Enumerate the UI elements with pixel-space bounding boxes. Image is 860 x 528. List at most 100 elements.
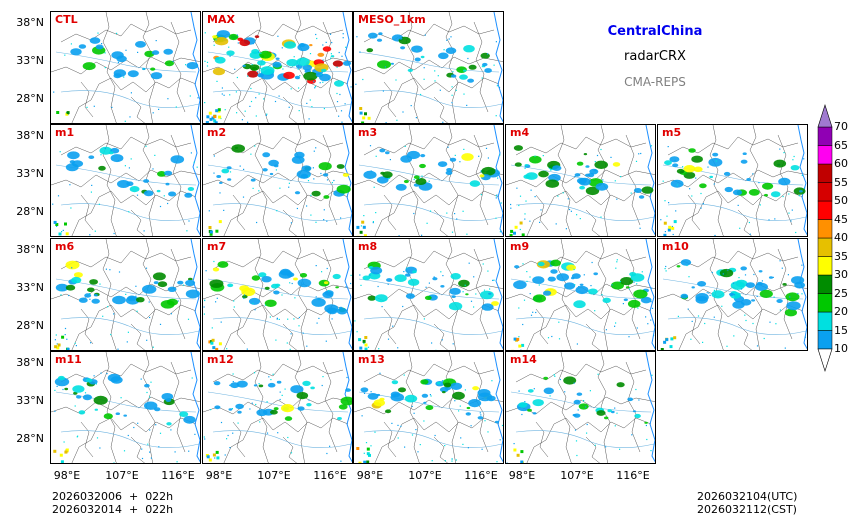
province-border	[363, 363, 495, 383]
echo-dot	[252, 43, 254, 45]
echo-cell	[213, 115, 217, 119]
echo-dot	[251, 63, 253, 66]
echo-dot	[645, 316, 647, 318]
echo-cell	[585, 186, 600, 196]
echo-dot	[686, 264, 688, 267]
echo-dot	[309, 53, 312, 55]
radar-map	[506, 352, 655, 463]
echo-cell	[273, 407, 279, 411]
echo-cell	[670, 179, 684, 188]
echo-cell	[556, 273, 569, 282]
echo-dot	[650, 301, 652, 303]
echo-cell	[669, 156, 680, 163]
echo-dot	[279, 391, 281, 393]
echo-dot	[298, 87, 300, 89]
echo-dot	[501, 424, 503, 427]
echo-cell	[291, 155, 305, 164]
colorbar-level-label: 55	[834, 175, 848, 189]
colorbar-segment	[817, 330, 833, 350]
echo-cell	[550, 269, 558, 274]
colorbar-segment	[817, 311, 833, 331]
echo-cell	[469, 180, 481, 187]
province-border	[515, 363, 647, 383]
echo-cell	[519, 221, 523, 225]
echo-dot	[518, 390, 520, 392]
echo-dot	[651, 287, 653, 289]
echo-dot	[506, 462, 508, 463]
echo-dot	[287, 318, 289, 320]
echo-dot	[738, 277, 740, 279]
echo-dot	[355, 83, 357, 85]
echo-dot	[215, 301, 217, 303]
echo-cell	[56, 346, 60, 350]
echo-cell	[379, 397, 385, 401]
province-border	[71, 77, 197, 123]
echo-cell	[290, 385, 304, 394]
echo-cell	[188, 277, 193, 281]
echo-dot	[229, 94, 231, 96]
echo-dot	[788, 212, 790, 214]
echo-dot	[54, 339, 56, 341]
echo-dot	[467, 447, 469, 449]
echo-cell	[593, 272, 598, 276]
echo-cell	[151, 50, 160, 55]
echo-dot	[310, 194, 312, 196]
province-border	[625, 134, 641, 226]
echo-cell	[280, 268, 291, 276]
echo-cell	[432, 277, 438, 281]
coastline	[797, 125, 807, 236]
radar-map	[51, 12, 200, 123]
echo-dot	[204, 32, 206, 34]
echo-dot	[289, 348, 291, 350]
echo-cell	[633, 289, 648, 299]
echo-dot	[340, 110, 343, 112]
echo-cell	[740, 266, 747, 271]
echo-cell	[573, 300, 586, 309]
echo-dot	[793, 155, 795, 158]
echo-dot	[255, 403, 257, 406]
echo-dot	[671, 225, 673, 228]
echo-cell	[65, 112, 69, 116]
echo-dot	[204, 299, 206, 302]
echo-dot	[573, 382, 575, 384]
echo-dot	[530, 189, 532, 191]
echo-dot	[204, 102, 206, 104]
echo-dot	[487, 157, 489, 159]
echo-cell	[527, 389, 534, 393]
echo-dot	[756, 345, 759, 347]
echo-cell	[390, 62, 394, 65]
echo-dot	[126, 341, 128, 343]
echo-dot	[266, 113, 268, 115]
init-time-cst: 2026032014 + 022h	[52, 503, 174, 516]
echo-dot	[345, 46, 347, 48]
echo-cell	[177, 280, 184, 285]
echo-dot	[254, 309, 256, 311]
echo-cell	[322, 46, 332, 52]
echo-cell	[641, 186, 654, 194]
echo-dot	[289, 282, 291, 284]
province-border	[71, 417, 197, 463]
panel-label: m11	[55, 353, 82, 366]
echo-dot	[633, 281, 635, 283]
echo-dot	[630, 192, 632, 194]
echo-cell	[414, 57, 421, 62]
echo-cell	[421, 393, 429, 398]
colorbar-level-label: 30	[834, 268, 848, 281]
echo-dot	[483, 289, 486, 291]
echo-cell	[532, 294, 546, 303]
echo-dot	[258, 190, 260, 192]
echo-dot	[209, 409, 212, 411]
panel-label: m4	[510, 126, 530, 139]
echo-dot	[286, 342, 288, 344]
echo-dot	[487, 270, 489, 272]
panel-label: MESO_1km	[358, 13, 426, 26]
echo-cell	[663, 233, 667, 236]
echo-dot	[74, 342, 76, 344]
echo-cell	[688, 148, 696, 153]
echo-dot	[155, 40, 157, 42]
echo-cell	[87, 287, 95, 293]
echo-cell	[209, 230, 213, 234]
echo-dot	[233, 306, 235, 308]
echo-dot	[290, 333, 292, 335]
echo-dot	[430, 395, 432, 397]
